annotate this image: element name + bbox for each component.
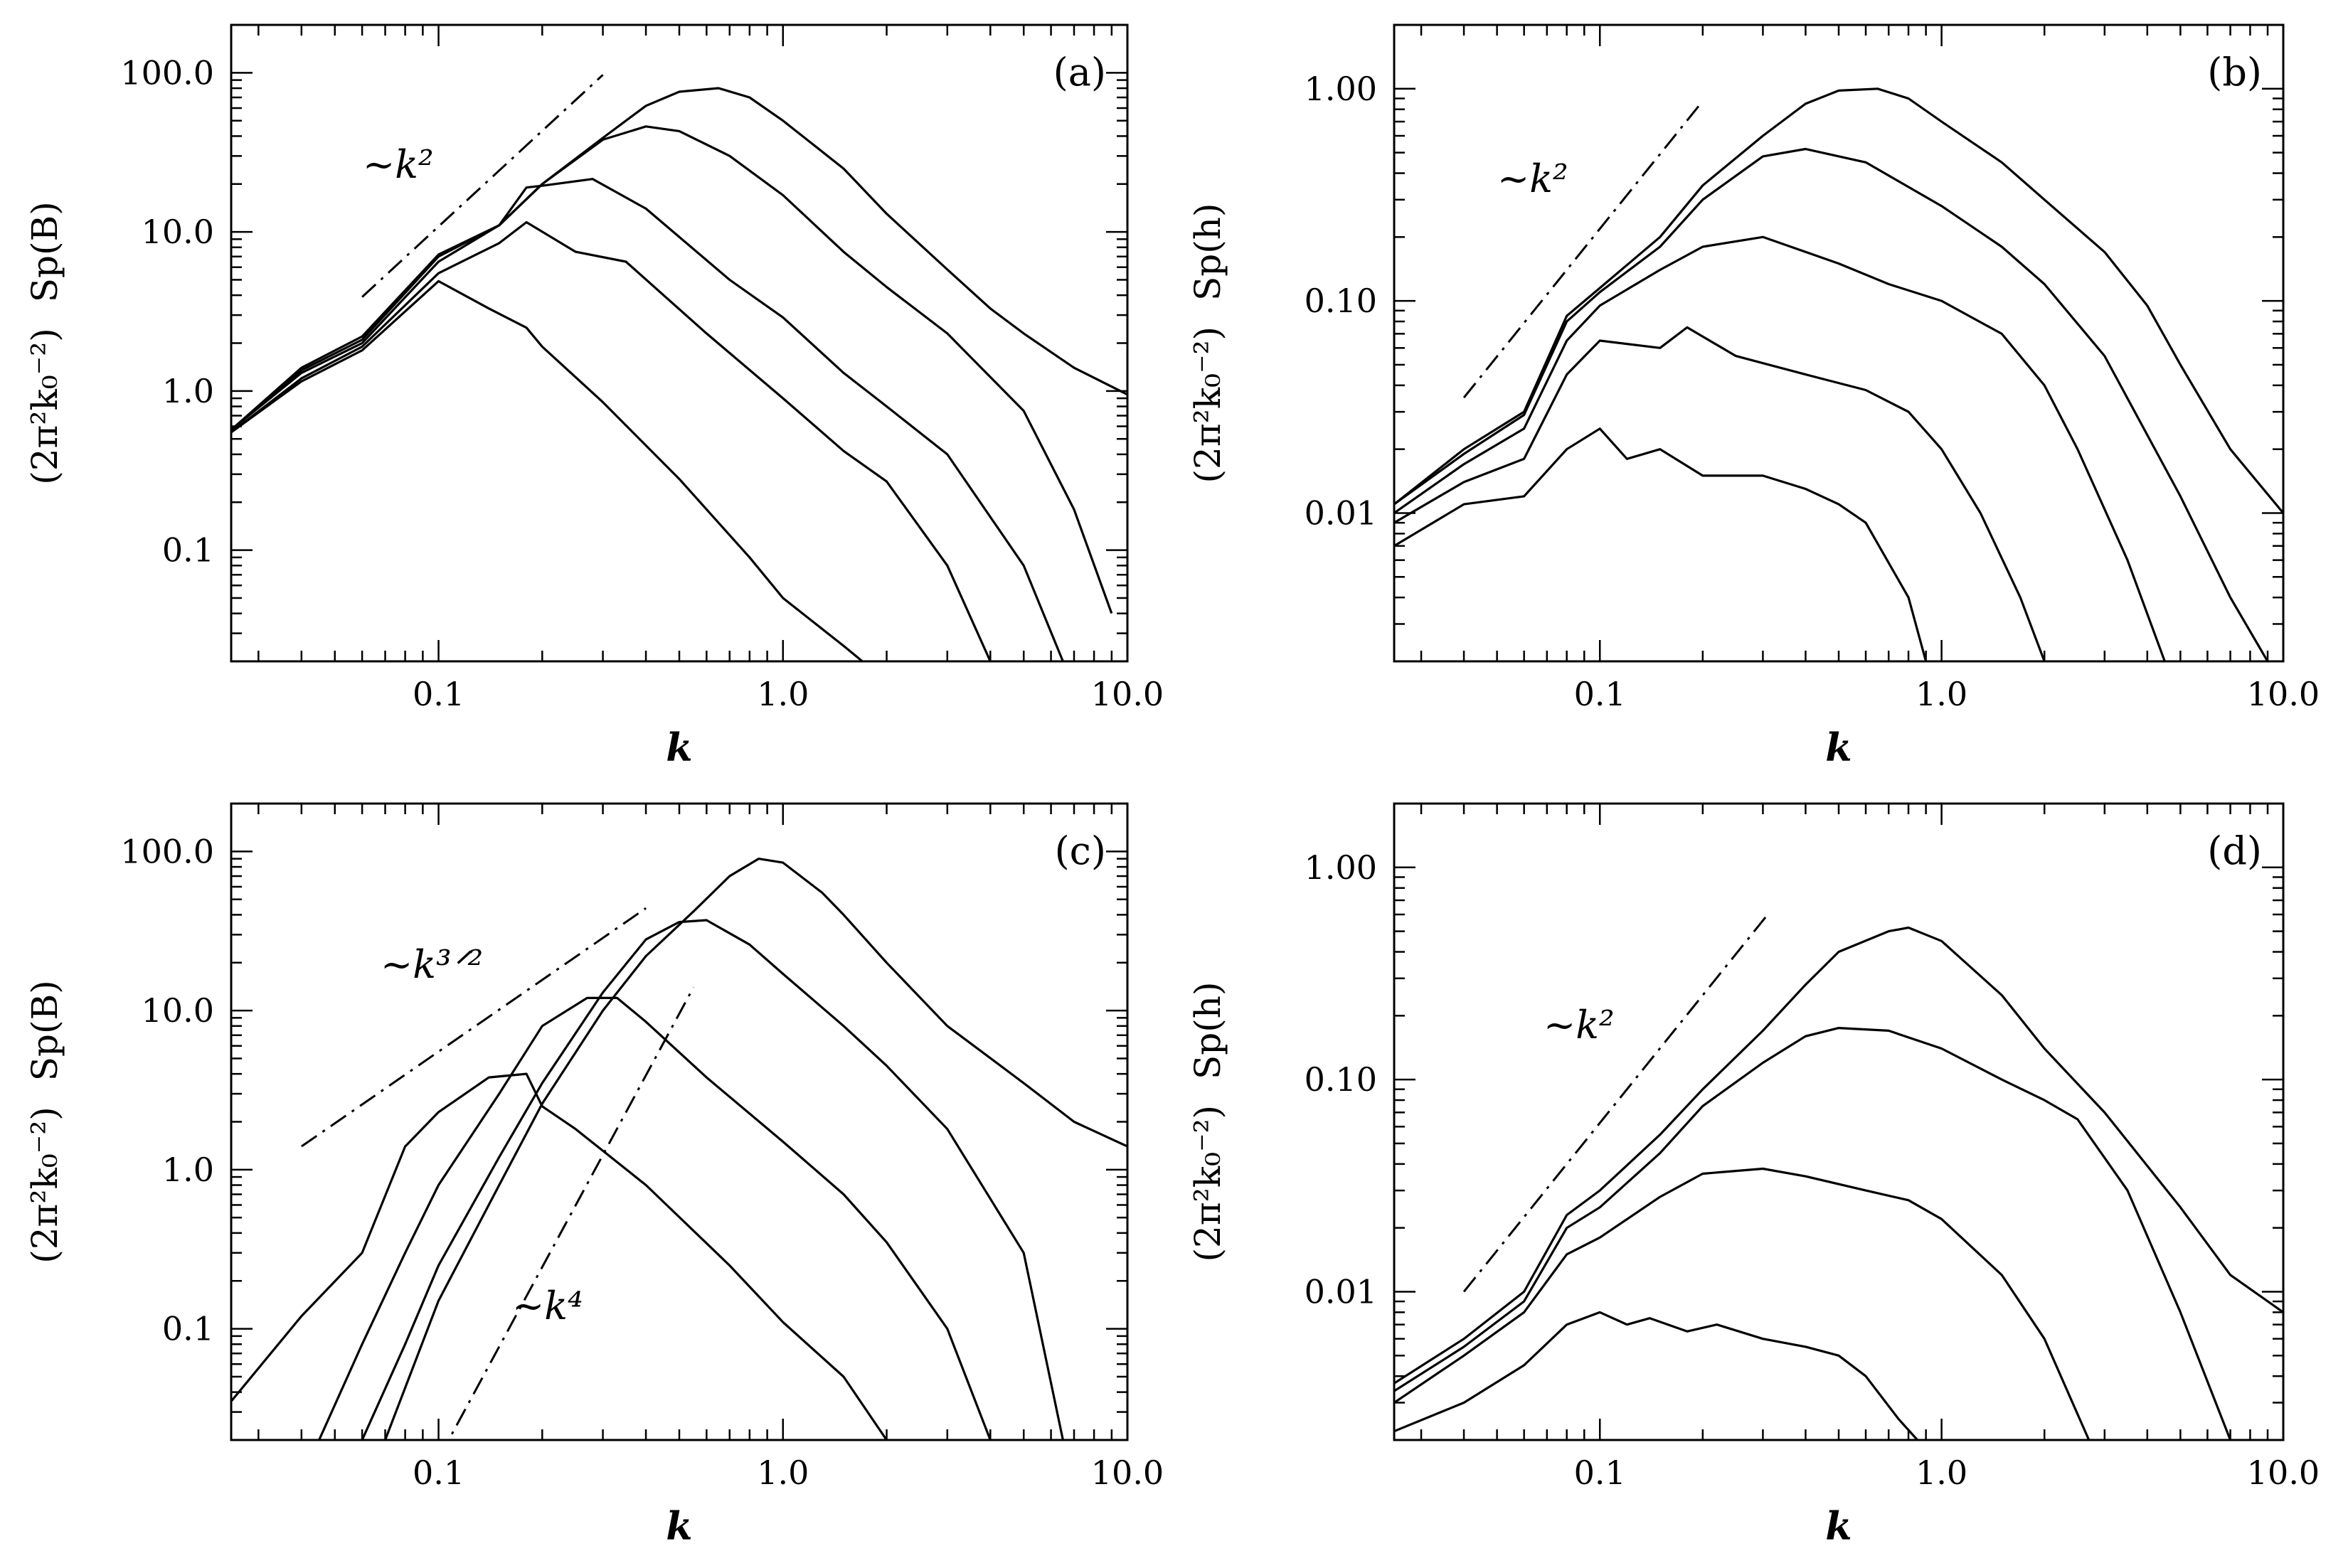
tick-marks xyxy=(231,802,1129,1441)
series-line-t1 xyxy=(1394,427,1928,661)
y-axis-label-prefix: (2π²k₀⁻²) xyxy=(1187,326,1228,484)
x-tick-label: 0.1 xyxy=(1574,675,1626,713)
panel-label: (a) xyxy=(1053,50,1106,95)
y-axis-label: (2π²k₀⁻²) Sp(B) xyxy=(24,201,65,485)
y-tick-label: 0.01 xyxy=(1305,1272,1377,1311)
y-tick-label: 0.1 xyxy=(162,1310,214,1348)
series-line-t4 xyxy=(231,125,1113,614)
x-tick-label: 10.0 xyxy=(1091,1454,1164,1492)
y-tick-label: 1.0 xyxy=(162,1151,214,1189)
tick-marks xyxy=(1394,23,2285,663)
x-tick-label: 10.0 xyxy=(2247,1454,2320,1492)
series-line-t5 xyxy=(1394,87,2283,514)
series-group xyxy=(1394,87,2283,661)
panel-label: (b) xyxy=(2207,50,2262,95)
y-tick-label: 0.10 xyxy=(1305,282,1377,320)
reference-line xyxy=(1462,914,1769,1293)
y-tick-label: 0.01 xyxy=(1305,494,1377,532)
series-line-t2 xyxy=(318,996,992,1440)
series-group xyxy=(1394,926,2283,1440)
x-tick-label: 0.1 xyxy=(1574,1454,1626,1492)
y-tick-label: 100.0 xyxy=(120,53,214,92)
y-axis-label: (2π²k₀⁻²) Sp(h) xyxy=(1187,982,1228,1262)
x-tick-label: 10.0 xyxy=(2247,675,2320,713)
reference-line-label: ~k² xyxy=(363,142,434,187)
reference-line-label: ~k³ᐟ² xyxy=(381,942,483,987)
y-axis-label-main: Sp(B) xyxy=(24,201,65,302)
x-axis-label: k xyxy=(1825,1503,1852,1549)
panel-b: 0.1 1.0 10.0 0.01 0.10 1.00 k (2π²k₀⁻²) Sp(h) (b)… xyxy=(1187,23,2320,770)
plot-frame xyxy=(230,802,1129,1441)
y-tick-label: 0.10 xyxy=(1305,1060,1377,1099)
reference-line-label: ~k⁴ xyxy=(512,1284,583,1328)
y-tick-label: 0.1 xyxy=(162,531,214,570)
reference-line-label: ~k² xyxy=(1544,1003,1615,1047)
series-line-t2 xyxy=(1394,326,2046,661)
series-line-t1 xyxy=(1394,1311,1918,1440)
reference-line xyxy=(1462,100,1704,399)
y-tick-label: 100.0 xyxy=(120,832,214,870)
x-tick-label: 1.0 xyxy=(757,675,809,713)
x-tick-label: 0.1 xyxy=(413,1454,464,1492)
series-line-t1 xyxy=(231,1072,888,1440)
series-line-t2 xyxy=(231,220,992,661)
plot-frame xyxy=(1393,802,2285,1441)
series-line-t2 xyxy=(1394,1167,2091,1440)
series-group xyxy=(231,87,1127,661)
y-axis-label: (2π²k₀⁻²) Sp(B) xyxy=(24,980,65,1264)
tick-marks xyxy=(1394,802,2285,1441)
y-tick-label: 1.0 xyxy=(162,372,214,410)
tick-marks xyxy=(231,23,1129,663)
y-axis-label-main: Sp(B) xyxy=(24,980,65,1081)
reference-line xyxy=(447,986,695,1440)
x-axis-label: k xyxy=(666,725,692,770)
y-axis-label-prefix: (2π²k₀⁻²) xyxy=(24,328,65,485)
panel-c: 0.1 1.0 10.0 0.1 1.0 10.0 100.0 k (2π²k₀⁻²) Sp(B)… xyxy=(24,802,1164,1549)
series-line-t3 xyxy=(1394,235,2166,661)
series-line-t3 xyxy=(1394,1027,2232,1440)
series-line-t4 xyxy=(384,858,1127,1440)
y-tick-label: 10.0 xyxy=(142,991,214,1030)
y-axis-label-main: Sp(h) xyxy=(1187,982,1228,1079)
y-axis-label-prefix: (2π²k₀⁻²) xyxy=(24,1106,65,1264)
series-line-t3 xyxy=(231,178,1064,661)
y-axis-label: (2π²k₀⁻²) Sp(h) xyxy=(1187,203,1228,484)
series-line-t1 xyxy=(231,279,864,661)
x-tick-label: 1.0 xyxy=(1916,675,1967,713)
series-line-t3 xyxy=(361,919,1064,1440)
reference-line-label: ~k² xyxy=(1497,156,1568,201)
x-tick-label: 1.0 xyxy=(1916,1454,1967,1492)
panel-d: 0.1 1.0 10.0 0.01 0.10 1.00 k (2π²k₀⁻²) Sp(h) (d)… xyxy=(1187,802,2320,1549)
plot-frame xyxy=(1393,23,2285,663)
y-axis-label-prefix: (2π²k₀⁻²) xyxy=(1187,1105,1228,1262)
y-tick-label: 10.0 xyxy=(142,213,214,251)
series-line-t4 xyxy=(1394,147,2269,661)
panel-a: 0.1 1.0 10.0 0.1 1.0 10.0 100.0 k (2π²k₀⁻²) Sp(B)… xyxy=(24,23,1164,770)
x-tick-label: 10.0 xyxy=(1091,675,1164,713)
series-group xyxy=(231,858,1127,1440)
x-axis-label: k xyxy=(666,1503,692,1549)
y-tick-label: 1.00 xyxy=(1305,70,1377,108)
y-tick-label: 1.00 xyxy=(1305,848,1377,887)
x-axis-label: k xyxy=(1825,725,1852,770)
x-tick-label: 1.0 xyxy=(757,1454,809,1492)
y-axis-label-main: Sp(h) xyxy=(1187,203,1228,301)
x-tick-label: 0.1 xyxy=(413,675,464,713)
series-line-t5 xyxy=(231,87,1127,431)
series-line-t4 xyxy=(1394,926,2283,1385)
panel-label: (c) xyxy=(1055,828,1106,873)
panel-label: (d) xyxy=(2207,828,2262,873)
